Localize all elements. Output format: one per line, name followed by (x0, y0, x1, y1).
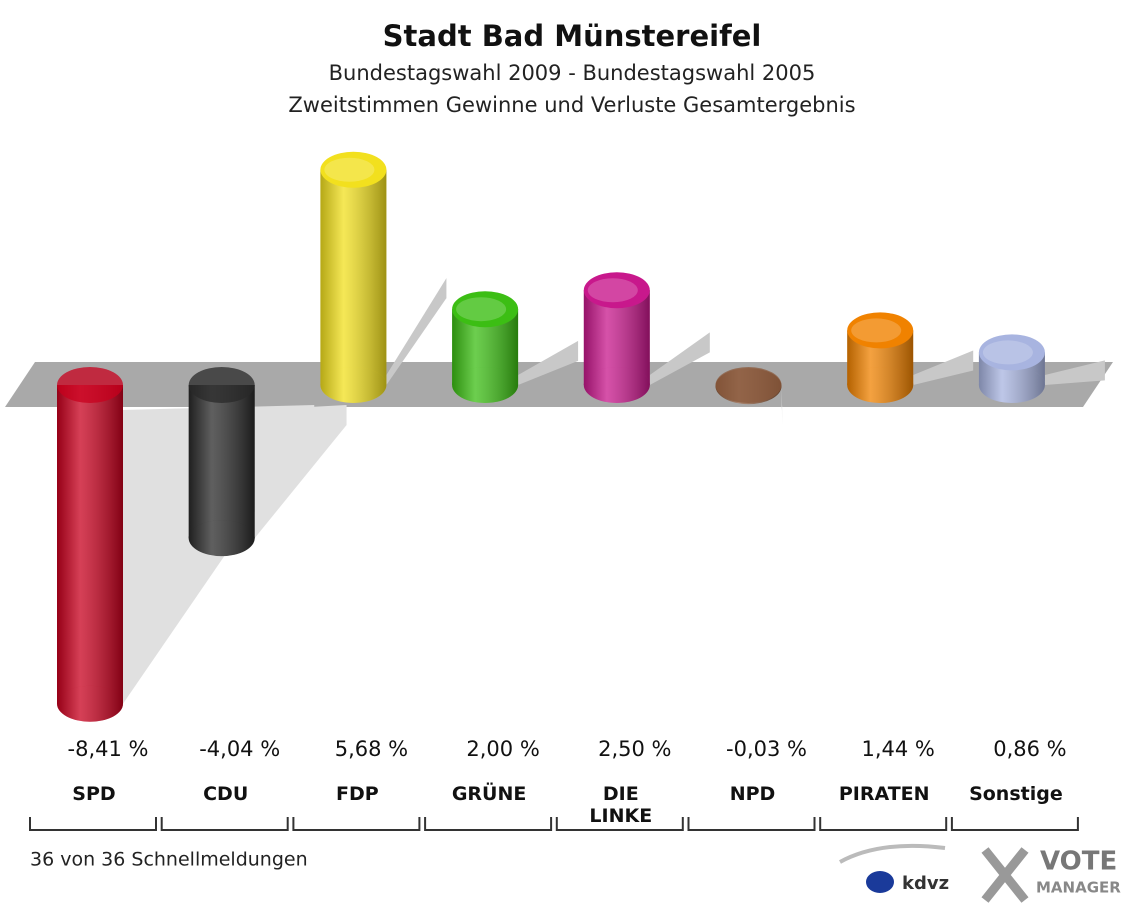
bar-end-shade (847, 367, 914, 403)
bar-end-shade (583, 367, 650, 403)
bar (978, 334, 1045, 403)
x-tick-label: NPD (729, 783, 776, 805)
x-tick-label: Sonstige (969, 783, 1063, 805)
bar-cap-shine (587, 278, 638, 303)
bar-cap-shine (456, 297, 507, 322)
bar (715, 367, 782, 405)
bar-body-shade (188, 385, 255, 539)
bar (452, 291, 519, 403)
category-bracket (424, 817, 553, 831)
chart-title: Stadt Bad Münstereifel (383, 19, 762, 53)
bar-shadow (386, 278, 447, 385)
value-label: 2,00 % (466, 737, 539, 761)
bar-shadow (254, 405, 347, 539)
bar-shadow (781, 386, 783, 425)
bar-shadow (649, 332, 710, 385)
bar-end-shade (320, 367, 387, 403)
x-tick-label: GRÜNE (451, 783, 527, 805)
category-bracket (555, 817, 684, 831)
bar-cap (57, 367, 123, 403)
bar-shadow (518, 340, 579, 385)
value-label: 0,86 % (993, 737, 1066, 761)
x-tick-label: CDU (203, 783, 249, 805)
bar-body-shade (57, 385, 123, 704)
x-tick-label: DIE LINKE (589, 783, 653, 827)
logo-cross (981, 847, 1029, 903)
category-bracket (687, 817, 816, 831)
bar-cap (320, 151, 387, 188)
category-bracket (160, 817, 289, 831)
bar (188, 367, 255, 557)
bar (847, 312, 914, 403)
category-bracket (819, 817, 948, 831)
category-bracket (29, 817, 157, 831)
bar-cap (715, 367, 782, 403)
zero-plane (5, 362, 1113, 407)
bar-cap (847, 312, 914, 349)
footer: 36 von 36 Schnellmeldungen (30, 849, 308, 871)
x-tick-label: SPD (72, 783, 116, 805)
logo-text: VOTE (1040, 847, 1117, 877)
value-label: 1,44 % (862, 737, 935, 761)
chart-subtitle: Zweitstimmen Gewinne und Verluste Gesamt… (288, 93, 855, 117)
bar-end-shade (188, 520, 255, 557)
logo-swoosh (839, 843, 946, 864)
bar-end-shade (57, 685, 123, 722)
value-label: 5,68 % (335, 737, 408, 761)
bar-end-shade (978, 367, 1045, 403)
x-tick-label: FDP (336, 783, 379, 805)
category-bracket (292, 817, 421, 831)
category-bracket (950, 817, 1079, 831)
value-label: -4,04 % (199, 737, 280, 761)
bar-body-shade (320, 169, 387, 385)
bar (583, 272, 650, 403)
bar-shadow (913, 350, 974, 385)
bar-cap-shine (982, 340, 1033, 365)
bar (320, 151, 387, 403)
value-label: -8,41 % (68, 737, 149, 761)
logo-icon (866, 871, 894, 893)
x-tick-label: PIRATEN (838, 783, 930, 805)
bar-shadow (1044, 360, 1105, 385)
bar-cap-shine (851, 318, 902, 343)
chart-subtitle: Bundestagswahl 2009 - Bundestagswahl 200… (329, 61, 816, 85)
logo-text: MANAGER (1036, 879, 1121, 897)
logo-text: kdvz (902, 873, 949, 894)
bar-cap (978, 334, 1045, 371)
bar-end-shade (452, 367, 519, 403)
bar-cap (583, 272, 650, 309)
bar-cap-shine (324, 157, 375, 182)
value-label: 2,50 % (598, 737, 671, 761)
value-label: -0,03 % (726, 737, 807, 761)
bar (57, 367, 123, 722)
bar-cap (452, 291, 519, 328)
bar-cap (188, 367, 255, 403)
